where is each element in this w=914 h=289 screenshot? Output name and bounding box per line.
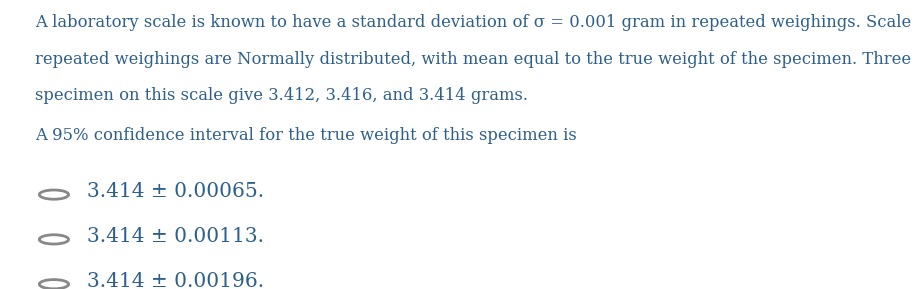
Text: A 95% confidence interval for the true weight of this specimen is: A 95% confidence interval for the true w… <box>35 127 577 144</box>
Text: 3.414 ± 0.00065.: 3.414 ± 0.00065. <box>87 182 264 201</box>
Text: 3.414 ± 0.00196.: 3.414 ± 0.00196. <box>87 272 264 289</box>
Text: repeated weighings are Normally distributed, with mean equal to the true weight : repeated weighings are Normally distribu… <box>35 51 914 68</box>
Text: 3.414 ± 0.00113.: 3.414 ± 0.00113. <box>87 227 264 246</box>
Text: A laboratory scale is known to have a standard deviation of σ = 0.001 gram in re: A laboratory scale is known to have a st… <box>35 14 914 32</box>
Text: specimen on this scale give 3.412, 3.416, and 3.414 grams.: specimen on this scale give 3.412, 3.416… <box>35 87 527 104</box>
